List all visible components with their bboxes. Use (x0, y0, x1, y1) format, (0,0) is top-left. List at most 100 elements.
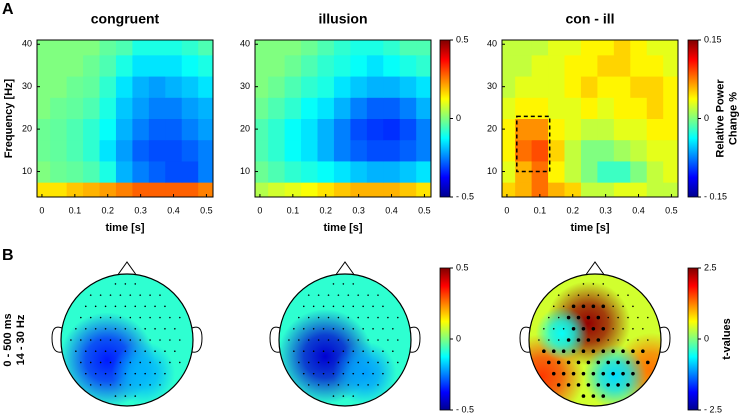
electrode (302, 305, 305, 308)
electrode (124, 372, 127, 375)
heatmap-cell (597, 160, 615, 183)
heatmap-cell (132, 54, 150, 77)
electrode (119, 339, 122, 341)
heatmap-cell (515, 97, 533, 119)
electrode (144, 372, 146, 375)
heatmap-cell (165, 160, 183, 183)
heatmap-cell (597, 54, 615, 77)
electrode (342, 395, 345, 397)
x-axis-label: time [s] (323, 222, 362, 234)
electrode (627, 339, 629, 341)
nose (584, 261, 606, 277)
electrode (562, 305, 565, 308)
heatmap-cell (115, 182, 133, 197)
ear (51, 326, 63, 353)
electrode (109, 361, 112, 364)
electrode (636, 360, 640, 365)
heatmap-cell (99, 97, 117, 119)
heatmap-cell (198, 40, 213, 56)
electrode (567, 294, 570, 296)
heatmap-cell (502, 118, 516, 141)
heatmap-cell (580, 54, 598, 77)
heatmap-cell (350, 97, 368, 119)
heatmap-cell (630, 182, 648, 197)
heatmap-cell (301, 54, 319, 77)
heatmap-cell (531, 118, 549, 141)
electrode (607, 294, 609, 296)
electrode (124, 350, 127, 353)
heatmap-cell (115, 97, 133, 119)
heatmap-cell (597, 118, 615, 141)
electrode (159, 294, 161, 296)
electrode (154, 350, 156, 353)
heatmap-cell (255, 160, 269, 183)
heatmap-cell (148, 182, 166, 197)
x-axis-label: time [s] (105, 222, 144, 234)
electrode (596, 315, 601, 320)
heatmap-cell (548, 118, 566, 141)
electrode (164, 327, 166, 330)
electrode (317, 316, 320, 319)
electrode (327, 294, 330, 296)
heatmap-cell (148, 160, 166, 183)
heatmap-cell (333, 118, 351, 141)
electrode (626, 360, 630, 365)
heatmap-cell (564, 182, 582, 197)
electrode (562, 327, 565, 330)
heatmap-cell (416, 118, 431, 141)
heatmap-cell (268, 182, 286, 197)
electrode (352, 327, 355, 330)
heatmap-cell (99, 76, 117, 98)
topo-source (535, 307, 589, 360)
heatmap-cell (181, 54, 199, 77)
electrode (159, 339, 161, 341)
electrode (302, 372, 305, 375)
heatmap-cell (399, 40, 417, 56)
heatmap-cell (66, 76, 84, 98)
heatmap-cell (284, 139, 302, 162)
electrode (606, 383, 610, 387)
electrode (552, 305, 555, 308)
heatmap-cell (148, 139, 166, 162)
y-tick-label: 10 (240, 166, 250, 176)
electrode (342, 372, 345, 375)
y-tick-label: 10 (487, 166, 497, 176)
electrode (617, 339, 619, 341)
heatmap-cell (50, 139, 68, 162)
heatmap-cell (663, 118, 678, 141)
electrode (642, 327, 644, 330)
electrode (581, 371, 586, 376)
heatmap-cell (646, 54, 664, 77)
electrode (581, 394, 586, 398)
electrode (104, 350, 107, 353)
heatmap-cell (255, 139, 269, 162)
panel-label: B (2, 247, 14, 264)
electrode (99, 316, 102, 319)
heatmap-cell (83, 54, 101, 77)
x-tick-label: 0 (257, 205, 262, 215)
electrode (89, 316, 92, 319)
electrode (154, 372, 156, 375)
electrode (134, 395, 137, 397)
heatmap-cell (548, 40, 566, 56)
electrode (397, 339, 399, 341)
heatmap-cell (564, 76, 582, 98)
electrode (109, 384, 112, 386)
electrode (622, 305, 624, 308)
heatmap-cell (663, 97, 678, 119)
heatmap-cell (317, 54, 335, 77)
electrode (302, 327, 305, 330)
electrode (159, 384, 161, 386)
electrode (547, 360, 551, 365)
electrode (317, 361, 320, 364)
electrode (149, 339, 151, 341)
electrode (367, 361, 369, 364)
electrode (576, 315, 581, 320)
heatmap-cell (83, 139, 101, 162)
heatmap-cell (255, 97, 269, 119)
heatmap-cell (268, 97, 286, 119)
heatmap-cell (515, 40, 533, 56)
heatmap-cell (564, 54, 582, 77)
electrode (312, 327, 315, 330)
